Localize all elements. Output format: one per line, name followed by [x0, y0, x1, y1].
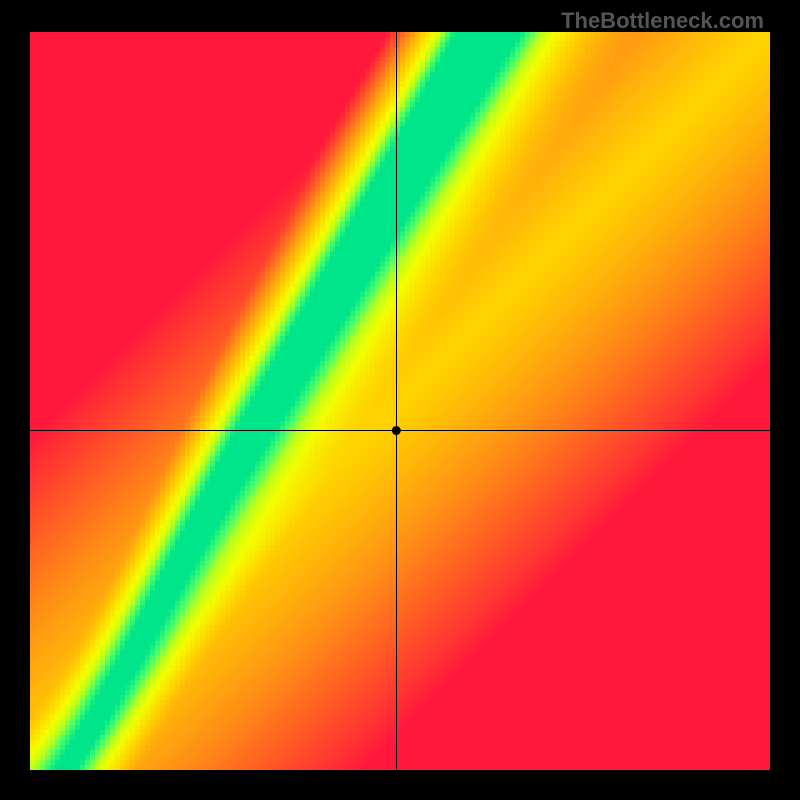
source-watermark: TheBottleneck.com — [561, 8, 764, 34]
chart-container: TheBottleneck.com — [0, 0, 800, 800]
bottleneck-heatmap — [30, 32, 770, 770]
